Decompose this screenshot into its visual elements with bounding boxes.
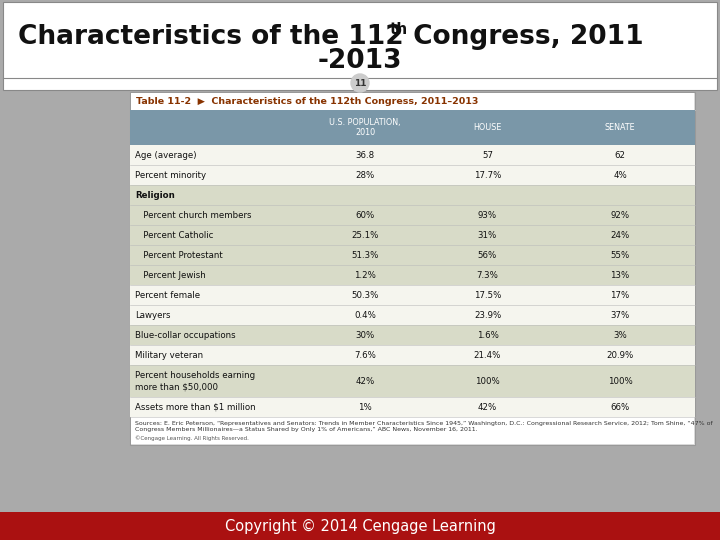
Text: 1%: 1% xyxy=(358,402,372,411)
Text: Percent church members: Percent church members xyxy=(135,211,251,219)
Text: Table 11-2  ▶  Characteristics of the 112th Congress, 2011–2013: Table 11-2 ▶ Characteristics of the 112t… xyxy=(136,97,478,105)
Text: 11: 11 xyxy=(354,78,366,87)
Text: 24%: 24% xyxy=(611,231,629,240)
Bar xyxy=(130,225,695,245)
Text: 62: 62 xyxy=(614,151,626,159)
Text: 17.7%: 17.7% xyxy=(474,171,501,179)
Text: 57: 57 xyxy=(482,151,493,159)
Text: 30%: 30% xyxy=(356,330,374,340)
Bar xyxy=(130,205,695,225)
Text: 23.9%: 23.9% xyxy=(474,310,501,320)
Text: 36.8: 36.8 xyxy=(356,151,374,159)
Bar xyxy=(130,165,695,185)
Text: Percent female: Percent female xyxy=(135,291,200,300)
Text: Congress, 2011: Congress, 2011 xyxy=(404,24,644,50)
Text: 60%: 60% xyxy=(356,211,374,219)
Text: 17.5%: 17.5% xyxy=(474,291,501,300)
Bar xyxy=(130,345,695,365)
Text: Percent Jewish: Percent Jewish xyxy=(135,271,206,280)
Bar xyxy=(3,2,717,90)
Text: Percent Protestant: Percent Protestant xyxy=(135,251,222,260)
Bar xyxy=(130,325,695,345)
Text: Percent Catholic: Percent Catholic xyxy=(135,231,213,240)
Text: more than $50,000: more than $50,000 xyxy=(135,382,218,392)
Text: -2013: -2013 xyxy=(318,48,402,74)
Text: 4%: 4% xyxy=(613,171,627,179)
Text: 100%: 100% xyxy=(608,376,632,386)
Text: Religion: Religion xyxy=(135,191,175,199)
Text: U.S. POPULATION,: U.S. POPULATION, xyxy=(329,118,401,127)
Text: 1.2%: 1.2% xyxy=(354,271,376,280)
Text: 7.6%: 7.6% xyxy=(354,350,376,360)
Bar xyxy=(130,245,695,265)
Bar xyxy=(130,285,695,305)
Bar xyxy=(0,512,720,540)
Text: SENATE: SENATE xyxy=(605,123,635,132)
Bar xyxy=(130,92,695,445)
Text: 3%: 3% xyxy=(613,330,627,340)
Text: 1.6%: 1.6% xyxy=(477,330,498,340)
Text: 42%: 42% xyxy=(356,376,374,386)
Text: 92%: 92% xyxy=(611,211,629,219)
Text: Characteristics of the 112: Characteristics of the 112 xyxy=(18,24,404,50)
Text: 51.3%: 51.3% xyxy=(351,251,379,260)
Text: 28%: 28% xyxy=(356,171,374,179)
Bar xyxy=(130,365,695,397)
Text: 17%: 17% xyxy=(611,291,629,300)
Text: th: th xyxy=(390,22,408,37)
Bar xyxy=(130,397,695,417)
Bar xyxy=(130,265,695,285)
Text: 42%: 42% xyxy=(478,402,497,411)
Text: 13%: 13% xyxy=(611,271,629,280)
Text: Lawyers: Lawyers xyxy=(135,310,171,320)
Bar xyxy=(130,145,695,165)
Text: 100%: 100% xyxy=(475,376,500,386)
Text: Blue-collar occupations: Blue-collar occupations xyxy=(135,330,235,340)
Text: 50.3%: 50.3% xyxy=(351,291,379,300)
Circle shape xyxy=(351,74,369,92)
Text: 66%: 66% xyxy=(611,402,629,411)
Bar xyxy=(130,305,695,325)
Text: 93%: 93% xyxy=(478,211,497,219)
Text: 25.1%: 25.1% xyxy=(351,231,379,240)
Bar xyxy=(130,110,695,145)
Text: Copyright © 2014 Cengage Learning: Copyright © 2014 Cengage Learning xyxy=(225,518,495,534)
Text: 31%: 31% xyxy=(478,231,497,240)
Bar xyxy=(131,93,694,444)
Text: Age (average): Age (average) xyxy=(135,151,197,159)
Text: 37%: 37% xyxy=(611,310,629,320)
Text: 20.9%: 20.9% xyxy=(606,350,634,360)
Text: Percent households earning: Percent households earning xyxy=(135,372,255,381)
Text: Military veteran: Military veteran xyxy=(135,350,203,360)
Text: 7.3%: 7.3% xyxy=(477,271,498,280)
Text: 56%: 56% xyxy=(478,251,497,260)
Text: Sources: E. Eric Peterson, “Representatives and Senators: Trends in Member Chara: Sources: E. Eric Peterson, “Representati… xyxy=(135,421,713,432)
Text: 21.4%: 21.4% xyxy=(474,350,501,360)
Text: Assets more than $1 million: Assets more than $1 million xyxy=(135,402,256,411)
Text: ©Cengage Learning. All Rights Reserved.: ©Cengage Learning. All Rights Reserved. xyxy=(135,435,249,441)
Text: 0.4%: 0.4% xyxy=(354,310,376,320)
Text: Percent minority: Percent minority xyxy=(135,171,206,179)
Text: 2010: 2010 xyxy=(355,128,375,137)
Text: 55%: 55% xyxy=(611,251,629,260)
Bar xyxy=(130,185,695,205)
Text: HOUSE: HOUSE xyxy=(473,123,502,132)
